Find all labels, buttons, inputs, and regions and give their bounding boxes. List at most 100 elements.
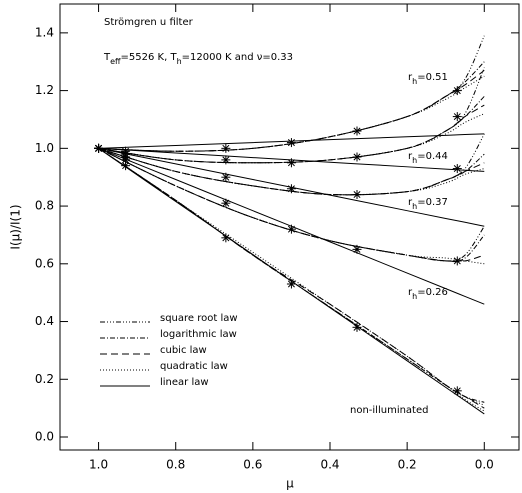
subscript: eff — [110, 57, 121, 66]
curve — [98, 147, 485, 196]
label-part: r — [408, 287, 413, 298]
asterisk-stroke — [453, 387, 461, 395]
label-part: non-illuminated — [350, 405, 428, 416]
chart-title: Strömgren u filter — [104, 17, 194, 28]
asterisk-stroke — [287, 139, 295, 147]
asterisk — [286, 158, 296, 168]
curve — [98, 147, 485, 227]
legend-label: linear law — [160, 377, 209, 388]
asterisk-stroke — [453, 87, 461, 95]
asterisk — [221, 198, 231, 208]
asterisk — [94, 143, 104, 153]
label-part: =0.26 — [417, 287, 448, 298]
label-part: r — [408, 72, 413, 83]
asterisk — [286, 224, 296, 234]
asterisk-stroke — [353, 245, 361, 253]
curve — [98, 147, 485, 412]
label-part: =0.51 — [417, 72, 448, 83]
asterisk — [221, 172, 231, 182]
y-tick-label: 0.8 — [35, 199, 54, 213]
asterisk-stroke — [353, 153, 361, 161]
group-label: rh=0.44 — [408, 151, 448, 165]
asterisk — [221, 143, 231, 153]
plot-frame — [59, 3, 520, 451]
asterisk — [221, 233, 231, 243]
curve — [98, 147, 485, 262]
x-axis-label: μ — [286, 477, 294, 491]
asterisk — [452, 112, 462, 122]
asterisk — [352, 126, 362, 136]
asterisk — [221, 155, 231, 165]
label-part: r — [408, 197, 413, 208]
asterisk — [286, 279, 296, 289]
asterisk-stroke — [222, 234, 230, 242]
x-tick-label: 0.4 — [320, 458, 339, 472]
asterisk-stroke — [122, 156, 130, 164]
subscript: h — [177, 57, 182, 66]
curve — [98, 147, 485, 415]
y-tick-label: 1.2 — [35, 83, 54, 97]
asterisk-stroke — [287, 159, 295, 167]
curve — [98, 147, 485, 172]
legend-label: logarithmic law — [160, 329, 237, 340]
group-label: non-illuminated — [350, 405, 428, 416]
asterisk-stroke — [222, 156, 230, 164]
y-tick-label: 1.4 — [35, 25, 54, 39]
legend-label: cubic law — [160, 345, 207, 356]
y-tick-label: 1.0 — [35, 141, 54, 155]
asterisk-stroke — [287, 185, 295, 193]
curve — [98, 133, 485, 149]
asterisk-stroke — [453, 113, 461, 121]
asterisk — [352, 152, 362, 162]
curve — [98, 147, 485, 305]
asterisk-stroke — [287, 225, 295, 233]
label-part: =0.44 — [417, 151, 448, 162]
x-tick-label: 0.2 — [398, 458, 417, 472]
asterisk — [452, 386, 462, 396]
group-label: rh=0.37 — [408, 197, 448, 211]
asterisk — [352, 322, 362, 332]
subscript: h — [412, 77, 417, 86]
asterisk-stroke — [353, 323, 361, 331]
asterisk-stroke — [353, 191, 361, 199]
asterisk — [286, 138, 296, 148]
y-tick-label: 0.6 — [35, 256, 54, 270]
asterisk-stroke — [222, 199, 230, 207]
asterisk — [121, 155, 131, 165]
asterisk — [352, 190, 362, 200]
chart-subtitle: Teff=5526 K, Th=12000 K and ν=0.33 — [103, 52, 293, 66]
y-tick-label: 0.2 — [35, 372, 54, 386]
asterisk-stroke — [222, 173, 230, 181]
subscript: h — [412, 292, 417, 301]
subtitle-part: =12000 K and ν=0.33 — [182, 52, 293, 63]
label-part: =0.37 — [417, 197, 448, 208]
asterisk-stroke — [222, 144, 230, 152]
x-tick-label: 0.6 — [243, 458, 262, 472]
group-label: rh=0.51 — [408, 72, 448, 86]
y-tick-label: 0.4 — [35, 314, 54, 328]
asterisk — [121, 161, 131, 171]
asterisk — [352, 244, 362, 254]
y-tick-label: 0.0 — [35, 430, 54, 444]
subscript: h — [412, 202, 417, 211]
asterisk — [452, 256, 462, 266]
subscript: h — [412, 156, 417, 165]
subtitle-part: =5526 K, T — [121, 52, 178, 63]
asterisk — [452, 164, 462, 174]
asterisk-stroke — [122, 162, 130, 170]
group-label: rh=0.26 — [408, 287, 448, 301]
asterisk — [452, 86, 462, 96]
x-tick-label: 0.0 — [475, 458, 494, 472]
asterisk — [286, 184, 296, 194]
asterisk-stroke — [453, 165, 461, 173]
legend-label: quadratic law — [160, 361, 228, 372]
curve — [98, 147, 485, 263]
asterisk-stroke — [453, 257, 461, 265]
x-tick-label: 0.8 — [166, 458, 185, 472]
curve — [98, 69, 485, 152]
x-tick-label: 1.0 — [89, 458, 108, 472]
label-part: r — [408, 151, 413, 162]
legend-label: square root law — [160, 313, 238, 324]
